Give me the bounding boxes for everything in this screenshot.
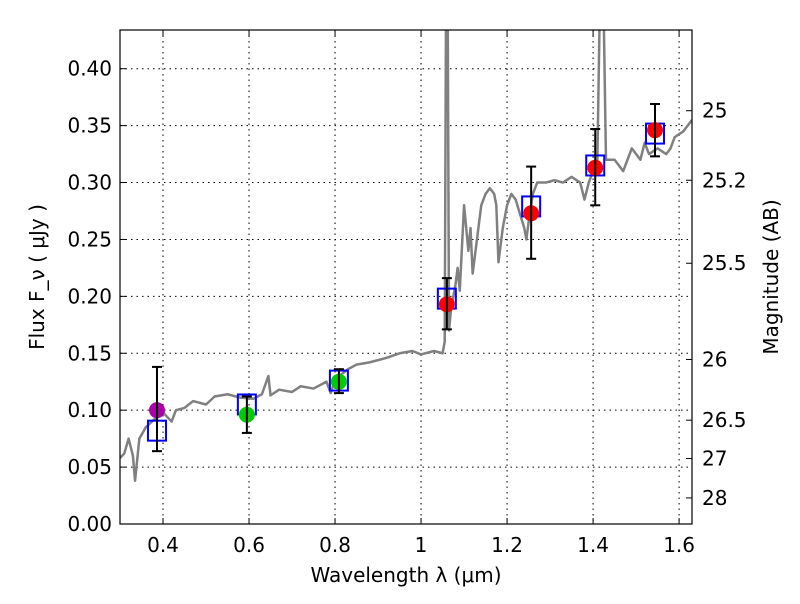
y-tick-label: 0.35 [67,114,112,138]
y-tick-label: 0.10 [67,398,112,422]
x-tick-label: 1.4 [577,533,609,557]
y-tick-label: 0.30 [67,171,112,195]
right-tick-label: 26 [702,347,727,371]
right-tick-label: 25.2 [702,168,747,192]
x-tick-label: 1.2 [491,533,523,557]
y-tick-label: 0.20 [67,284,112,308]
y-axis-label: Flux F_ν ( μJy ) [25,204,49,350]
right-tick-label: 26.5 [702,408,747,432]
y-tick-label: 0.25 [67,227,112,251]
y-tick-label: 0.40 [67,57,112,81]
right-tick-label: 25.5 [702,251,747,275]
y-tick-label: 0.15 [67,341,112,365]
plot-frame [119,29,693,525]
right-tick-label: 27 [702,447,727,471]
right-axis-label: Magnitude (AB) [759,199,783,354]
x-tick-label: 1 [415,533,428,557]
points-layer [146,102,666,453]
ticks: 0.4 0.6 0.8 1 1.2 1.4 1.6 0.00 0.05 0.10 0.15 0.20 0… [67,30,747,557]
x-tick-label: 0.4 [147,533,179,557]
x-axis-label: Wavelength λ (μm) [310,563,501,587]
x-tick-label: 0.6 [233,533,265,557]
y-tick-label: 0.05 [67,455,112,479]
right-tick-label: 25 [702,99,727,123]
spectrum-layer [120,30,692,482]
x-tick-label: 0.8 [319,533,351,557]
y-tick-label: 0.00 [67,512,112,536]
spectrum-line [120,30,692,482]
right-tick-label: 28 [702,486,727,510]
x-tick-label: 1.6 [663,533,695,557]
